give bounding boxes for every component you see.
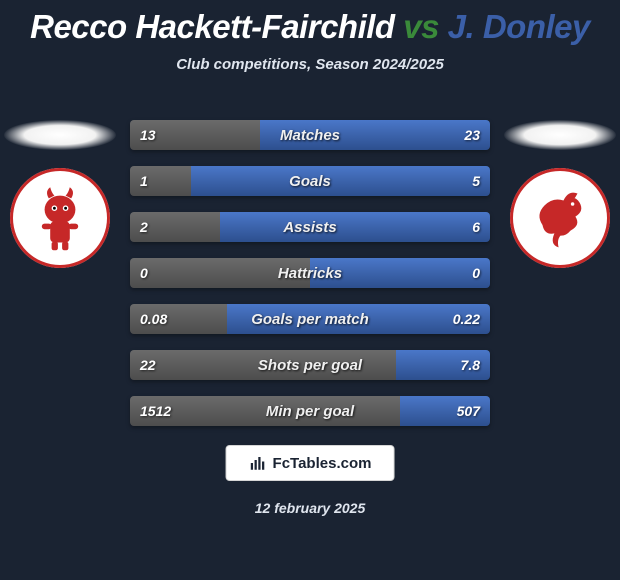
- footer-date: 12 february 2025: [0, 500, 620, 516]
- left-value: 1512: [130, 396, 181, 426]
- lincoln-city-crest: [10, 168, 110, 268]
- stat-row: 26Assists: [130, 212, 490, 242]
- leyton-orient-crest: [510, 168, 610, 268]
- subtitle: Club competitions, Season 2024/2025: [0, 56, 620, 73]
- comparison-bars: 1323Matches15Goals26Assists00Hattricks0.…: [130, 120, 490, 442]
- left-value: 2: [130, 212, 158, 242]
- stat-row: 1512507Min per goal: [130, 396, 490, 426]
- stat-row: 00Hattricks: [130, 258, 490, 288]
- halo-icon: [4, 120, 116, 150]
- left-value: 1: [130, 166, 158, 196]
- vs-label: vs: [403, 8, 439, 45]
- right-value: 23: [454, 120, 490, 150]
- chart-icon: [249, 454, 267, 472]
- right-segment: [220, 212, 490, 242]
- player2-name: J. Donley: [448, 8, 590, 45]
- right-value: 0: [462, 258, 490, 288]
- stat-row: 15Goals: [130, 166, 490, 196]
- imp-icon: [25, 183, 95, 253]
- left-crest-column: [0, 120, 120, 268]
- right-value: 5: [462, 166, 490, 196]
- right-value: 6: [462, 212, 490, 242]
- left-segment: [130, 350, 396, 380]
- left-value: 22: [130, 350, 166, 380]
- left-value: 0.08: [130, 304, 177, 334]
- halo-icon: [504, 120, 616, 150]
- site-name: FcTables.com: [273, 455, 372, 472]
- left-value: 0: [130, 258, 158, 288]
- stat-row: 0.080.22Goals per match: [130, 304, 490, 334]
- site-badge[interactable]: FcTables.com: [226, 445, 395, 481]
- stat-row: 1323Matches: [130, 120, 490, 150]
- comparison-title: Recco Hackett-Fairchild vs J. Donley: [0, 0, 620, 46]
- right-crest-column: [500, 120, 620, 268]
- right-value: 7.8: [451, 350, 490, 380]
- right-segment: [191, 166, 490, 196]
- wyvern-icon: [525, 183, 595, 253]
- stat-row: 227.8Shots per goal: [130, 350, 490, 380]
- right-value: 507: [447, 396, 490, 426]
- right-value: 0.22: [443, 304, 490, 334]
- player1-name: Recco Hackett-Fairchild: [30, 8, 394, 45]
- left-value: 13: [130, 120, 166, 150]
